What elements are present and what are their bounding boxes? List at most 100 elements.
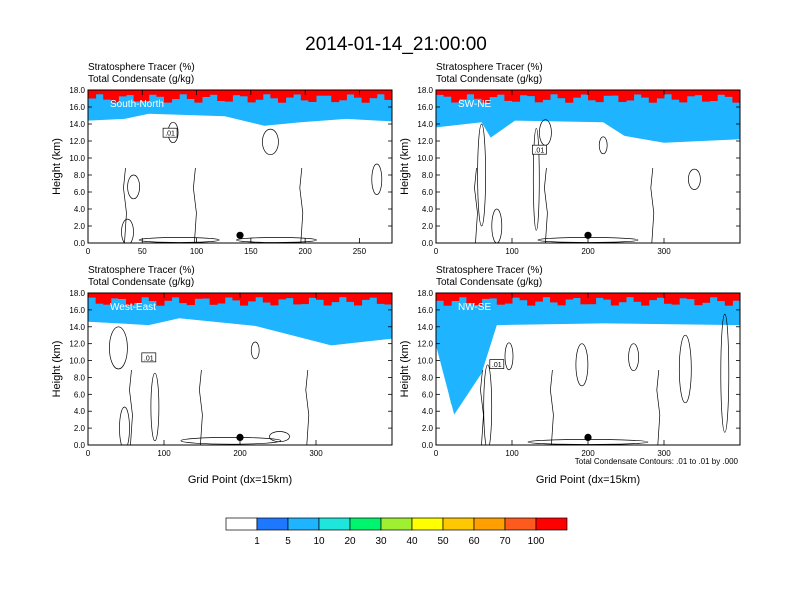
condensate-contour	[150, 372, 160, 442]
y-tick-label: 18.0	[417, 86, 433, 95]
tracer-top-cell	[240, 90, 249, 97]
y-tick-label: 4.0	[422, 407, 434, 416]
condensate-contour	[371, 163, 383, 195]
tracer-top-cell	[232, 90, 241, 96]
y-tick-label: 18.0	[69, 86, 85, 95]
y-tick-label: 2.0	[74, 424, 86, 433]
tracer-top-cell	[88, 293, 97, 298]
x-tick-label: 100	[505, 449, 519, 458]
tracer-top-cell	[572, 293, 581, 298]
tracer-top-cell	[724, 90, 733, 97]
tracer-top-cell	[141, 90, 150, 102]
x-tick-label: 50	[138, 247, 147, 256]
x-tick-label: 250	[353, 247, 367, 256]
tracer-top-cell	[603, 90, 612, 96]
y-tick-label: 14.0	[69, 120, 85, 129]
colorbar-swatch	[504, 517, 537, 531]
colorbar-label: 50	[437, 536, 449, 547]
tracer-top-cell	[702, 293, 711, 303]
tracer-top-cell	[323, 90, 332, 96]
tracer-top-cell	[557, 90, 566, 99]
panels: .01 South-North 0.0 2.0 4.0 6.0 8.0 10.0 12.0 14.…	[51, 62, 741, 486]
tracer-top-cell	[376, 293, 385, 304]
x-tick-label: 300	[657, 449, 671, 458]
tracer-top-cell	[458, 90, 467, 100]
condensate-contour	[127, 174, 140, 200]
y-axis-label: Height (km)	[399, 138, 411, 195]
tracer-top-cell	[118, 90, 127, 97]
tracer-top-cell	[126, 293, 135, 306]
tracer-top-cell	[186, 90, 195, 99]
tracer-top-cell	[633, 90, 642, 95]
tracer-top-cell	[247, 90, 256, 103]
contour-label-box	[162, 127, 178, 138]
condensate-contour	[199, 369, 203, 445]
tracer-top-cell	[550, 90, 559, 95]
y-tick-label: 10.0	[69, 357, 85, 366]
tracer-top-cell	[171, 293, 180, 298]
y-tick-label: 0.0	[74, 441, 86, 450]
tracer-top-cell	[369, 293, 378, 298]
tracer-top-cell	[732, 90, 740, 103]
contour-label: .01	[492, 362, 502, 369]
x-axis-label: Grid Point (dx=15km)	[188, 474, 292, 486]
colorbar: 1 5 10 20 30 40 50 60 70 100	[225, 517, 568, 547]
condensate-contour	[544, 167, 548, 243]
tracer-top-cell	[474, 90, 483, 99]
tracer-top-cell	[679, 293, 688, 299]
tracer-top-cell	[626, 90, 635, 101]
tracer-top-cell	[481, 90, 490, 103]
x-tick-label: 0	[434, 449, 439, 458]
tracer-top-cell	[247, 293, 256, 302]
tracer-top-cell	[550, 293, 559, 303]
tracer-top-cell	[323, 293, 332, 306]
section-label: NW-SE	[458, 302, 491, 313]
tracer-top-cell	[262, 293, 271, 303]
condensate-contour	[477, 123, 486, 227]
tracer-top-cell	[702, 90, 711, 102]
tracer-top-cell	[255, 90, 264, 100]
tracer-top-cell	[133, 90, 142, 102]
condensate-contour	[656, 369, 661, 445]
location-marker	[236, 231, 244, 239]
panel-title-tracer: Stratosphere Tracer (%)	[436, 62, 543, 73]
condensate-contour	[109, 326, 128, 370]
tracer-top-cell	[671, 90, 680, 100]
x-tick-label: 200	[233, 449, 247, 458]
tracer-top-cell	[95, 90, 104, 95]
y-axis-label: Height (km)	[51, 341, 63, 398]
y-tick-label: 14.0	[417, 120, 433, 129]
tracer-top-cell	[603, 293, 612, 300]
tracer-top-cell	[148, 90, 157, 95]
y-tick-label: 6.0	[422, 188, 434, 197]
condensate-contour	[504, 342, 514, 371]
x-tick-label: 100	[157, 449, 171, 458]
panel-south-north: .01 South-North 0.0 2.0 4.0 6.0 8.0 10.0 12.0 14.…	[51, 62, 393, 256]
tracer-top-cell	[361, 293, 370, 300]
x-tick-label: 0	[86, 247, 91, 256]
colorbar-swatch	[287, 517, 320, 531]
tracer-top-cell	[209, 293, 218, 305]
condensate-contour	[532, 127, 540, 231]
condensate-contour	[250, 341, 260, 360]
plot-area: .01	[436, 293, 740, 445]
tracer-top-cell	[588, 293, 597, 305]
tracer-top-cell	[148, 293, 157, 301]
condensate-contour	[123, 167, 127, 243]
tracer-top-cell	[595, 90, 604, 103]
x-axis-label: Grid Point (dx=15km)	[536, 474, 640, 486]
condensate-contour	[483, 364, 493, 445]
colorbar-swatch	[411, 517, 444, 531]
panel-title-condensate: Total Condensate (g/kg)	[88, 277, 194, 288]
tracer-top-cell	[171, 90, 180, 100]
x-tick-label: 300	[657, 247, 671, 256]
panel-title-tracer: Stratosphere Tracer (%)	[436, 265, 543, 276]
condensate-contour	[678, 334, 692, 404]
tracer-top-cell	[164, 90, 173, 103]
tracer-top-cell	[436, 293, 445, 301]
tracer-top-cell	[527, 293, 536, 306]
tracer-top-cell	[95, 293, 104, 304]
y-tick-label: 8.0	[74, 171, 86, 180]
tracer-top-cell	[542, 90, 551, 100]
y-tick-label: 0.0	[422, 239, 434, 248]
